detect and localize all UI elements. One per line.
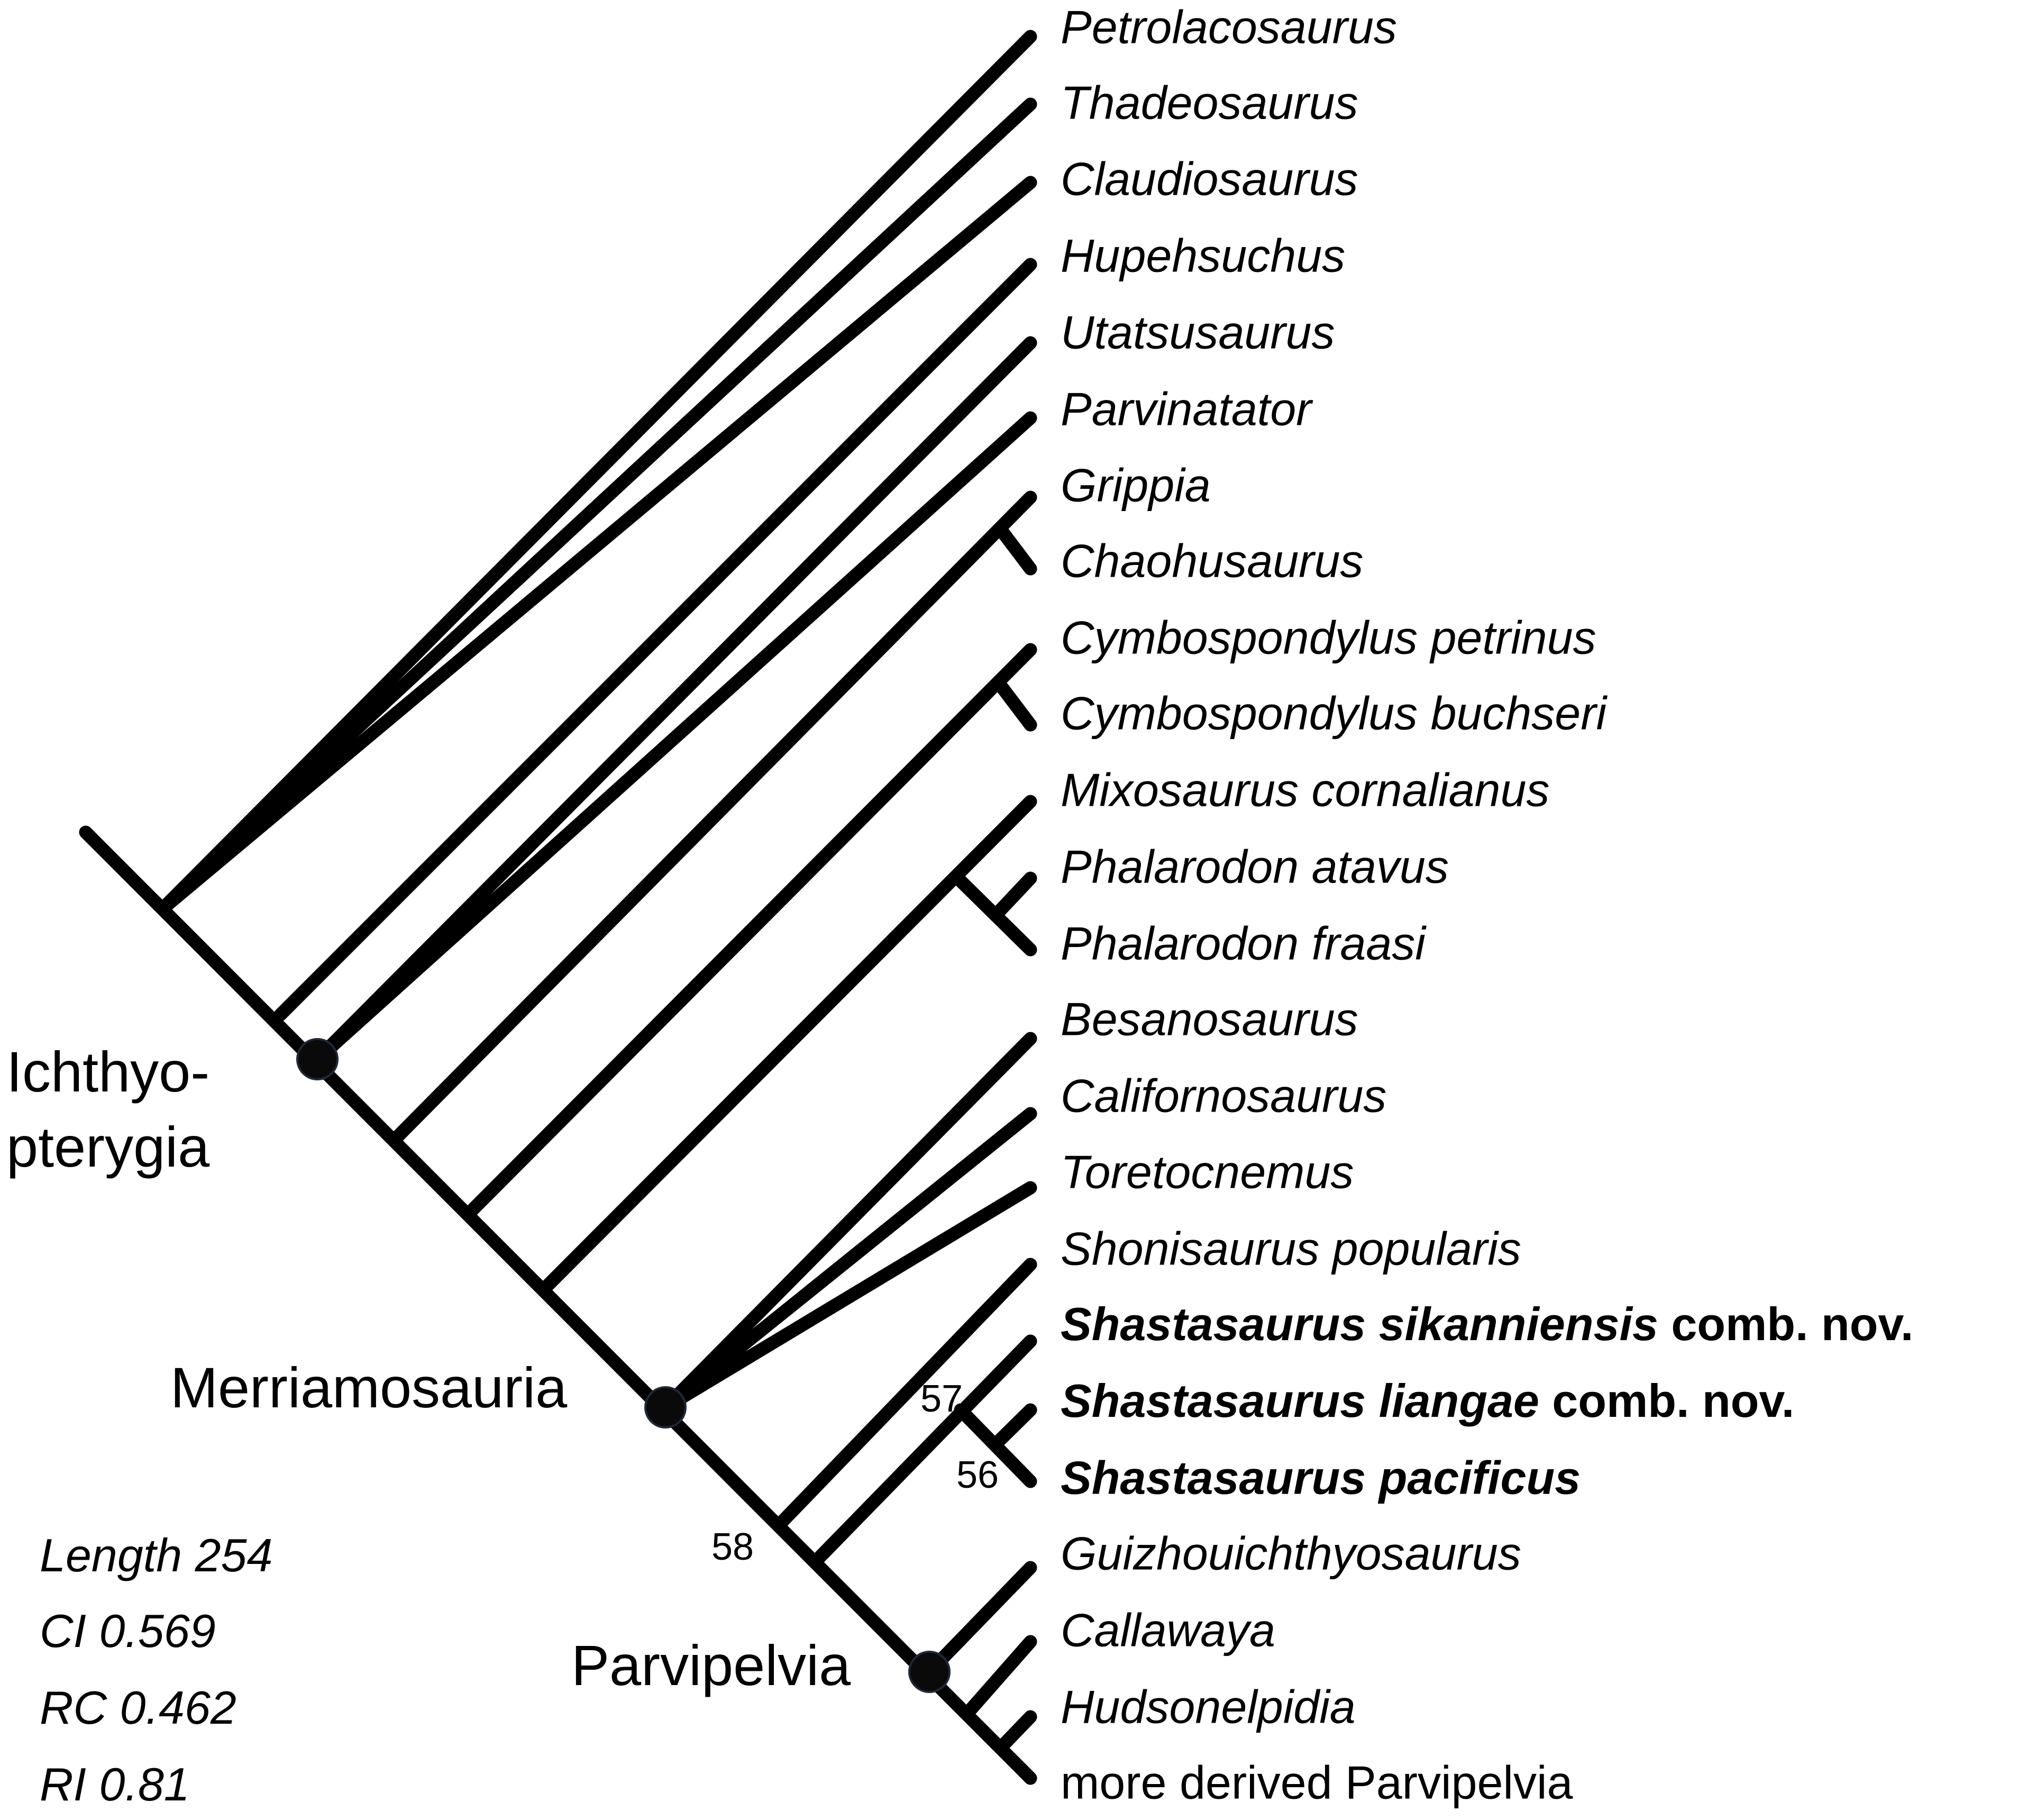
clade-label-ichthyopterygia-line1: Ichthyo-: [6, 1040, 209, 1104]
taxon-label: Callawaya: [1061, 1604, 1275, 1656]
branch-chaohusaurus: [996, 525, 1037, 576]
branch-shastasaurus-sikanniensis: [810, 1334, 1037, 1567]
taxon-label: Guizhouichthyosaurus: [1061, 1527, 1521, 1579]
branch-hupehsuchus: [273, 258, 1037, 1022]
taxon-label: Cymbospondylus buchseri: [1061, 687, 1608, 739]
taxon-label: more derived Parvipelvia: [1061, 1756, 1573, 1808]
stat-rc: RC 0.462: [40, 1681, 236, 1734]
taxon-label: Mixosaurus cornalianus: [1061, 763, 1549, 816]
taxon-label: Besanosaurus: [1061, 993, 1358, 1045]
branch-grippia-chaohusaurus: [391, 490, 1037, 1143]
taxon-name: Shastasaurus sikanniensis: [1061, 1298, 1658, 1350]
root-stem-branch: [79, 825, 1037, 1785]
taxon-label: Toretocnemus: [1061, 1145, 1354, 1198]
branch-thadeosaurus: [156, 97, 1037, 916]
tree-branches: [79, 30, 1037, 1785]
branch-besanosaurus: [659, 1032, 1037, 1414]
support-value: 57: [920, 1378, 963, 1420]
branch-toretocnemus: [659, 1181, 1037, 1414]
branch-shastasaurus-liangae: [989, 1403, 1037, 1451]
branch-phalarodon-atavus: [989, 871, 1037, 922]
taxon-label: Petrolacosaurus: [1061, 1, 1397, 53]
stat-ri: RI 0.81: [40, 1758, 190, 1810]
branch-cymbospondylus: [465, 643, 1037, 1217]
taxon-suffix: comb. nov.: [1539, 1375, 1794, 1427]
taxon-label-new-combination: Shastasaurus liangae comb. nov.: [1061, 1375, 1794, 1427]
parvipelvia-node: [908, 1651, 951, 1693]
taxon-label-new-combination: Shastasaurus sikanniensis comb. nov.: [1061, 1298, 1913, 1350]
taxon-label: Phalarodon atavus: [1061, 840, 1449, 893]
taxon-label: Californosaurus: [1061, 1069, 1386, 1122]
taxon-name: Shastasaurus liangae: [1061, 1375, 1539, 1427]
clade-label-merriamosauria: Merriamosauria: [170, 1355, 568, 1419]
taxon-label: Cymbospondylus petrinus: [1061, 611, 1596, 663]
branch-hudsonelpidia: [996, 1710, 1037, 1753]
branch-utatsusaurus: [311, 336, 1037, 1066]
support-values: 57 56 58: [711, 1378, 999, 1568]
stat-ci: CI 0.569: [40, 1605, 216, 1657]
taxon-label: Shonisaurus popularis: [1061, 1222, 1521, 1275]
clade-label-ichthyopterygia-line2: pterygia: [6, 1115, 210, 1179]
taxon-label: Utatsusaurus: [1061, 306, 1335, 358]
named-clade-nodes: [296, 1038, 951, 1693]
merriamosauria-node: [644, 1386, 687, 1428]
tree-statistics: Length 254 CI 0.569 RC 0.462 RI 0.81: [40, 1529, 272, 1810]
taxon-label: Phalarodon fraasi: [1061, 917, 1427, 969]
support-value: 58: [711, 1526, 754, 1568]
branch-petrolacosaurus: [156, 30, 1037, 916]
taxon-label: Claudiosaurus: [1061, 152, 1358, 205]
taxon-label: Hudsonelpidia: [1061, 1680, 1356, 1733]
branch-guizhouichthyosaurus: [923, 1561, 1037, 1679]
ichthyopterygia-node: [296, 1038, 339, 1080]
taxon-suffix: comb. nov.: [1658, 1298, 1913, 1350]
branch-parvinatator: [311, 411, 1037, 1066]
branch-californosaurus: [659, 1107, 1037, 1414]
branch-claudiosaurus: [156, 176, 1037, 916]
branch-callawaya: [961, 1635, 1037, 1719]
clade-label-parvipelvia: Parvipelvia: [571, 1633, 851, 1697]
branch-cymbospondylus-buchseri: [996, 681, 1037, 732]
clade-labels: Ichthyo- pterygia Merriamosauria Parvipe…: [6, 1040, 851, 1697]
branch-shonisaurus: [773, 1258, 1037, 1531]
taxon-label: Hupehsuchus: [1061, 229, 1345, 281]
taxon-label-bold: Shastasaurus pacificus: [1061, 1451, 1581, 1504]
taxon-label: Chaohusaurus: [1061, 534, 1363, 587]
stat-length: Length 254: [40, 1529, 272, 1581]
taxon-labels: Petrolacosaurus Thadeosaurus Claudiosaur…: [1061, 1, 1913, 1808]
taxon-label: Thadeosaurus: [1061, 76, 1358, 129]
taxon-label: Grippia: [1061, 459, 1211, 511]
branch-mixosauridae: [540, 795, 1037, 1294]
support-value: 56: [956, 1454, 999, 1496]
taxon-label: Parvinatator: [1061, 383, 1313, 435]
